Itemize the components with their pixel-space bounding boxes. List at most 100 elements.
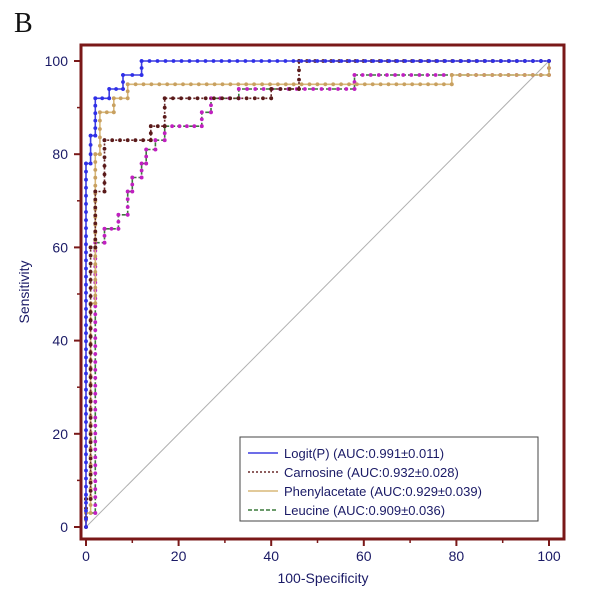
series-point-logit-p bbox=[451, 59, 455, 63]
series-point-phenylacetate bbox=[93, 301, 98, 306]
series-point-logit-p bbox=[93, 103, 98, 108]
y-axis-title: Sensitivity bbox=[16, 260, 32, 323]
series-point-carnosine bbox=[102, 146, 107, 151]
series-point-carnosine bbox=[203, 96, 208, 101]
series-point-carnosine bbox=[93, 189, 98, 194]
series-point-logit-p bbox=[84, 371, 88, 376]
y-tick-label: 100 bbox=[45, 53, 69, 69]
series-point-leucine bbox=[93, 495, 98, 499]
series-point-leucine bbox=[199, 117, 204, 122]
series-point-phenylacetate bbox=[402, 82, 407, 87]
series-point-logit-p bbox=[84, 403, 88, 408]
series-point-leucine bbox=[93, 439, 98, 444]
series-point-phenylacetate bbox=[410, 82, 415, 87]
legend-label-phenylacetate: Phenylacetate (AUC:0.929±0.039) bbox=[284, 484, 482, 499]
series-point-phenylacetate bbox=[244, 82, 249, 87]
series-point-logit-p bbox=[84, 347, 88, 352]
series-point-logit-p bbox=[84, 315, 88, 319]
y-tick-label: 40 bbox=[52, 333, 68, 349]
series-point-phenylacetate bbox=[165, 82, 170, 87]
series-point-logit-p bbox=[84, 500, 88, 505]
series-point-leucine bbox=[409, 73, 414, 77]
y-tick-label: 0 bbox=[60, 519, 68, 535]
series-point-logit-p bbox=[84, 452, 88, 457]
series-point-phenylacetate bbox=[252, 82, 256, 87]
series-point-leucine bbox=[385, 73, 389, 77]
series-point-phenylacetate bbox=[141, 82, 146, 87]
series-point-carnosine bbox=[88, 489, 93, 493]
series-point-leucine bbox=[93, 471, 98, 476]
series-point-carnosine bbox=[148, 138, 153, 143]
series-point-leucine bbox=[261, 87, 266, 91]
series-point-logit-p bbox=[139, 73, 144, 77]
series-point-leucine bbox=[352, 73, 357, 77]
series-point-logit-p bbox=[515, 59, 519, 63]
series-point-phenylacetate bbox=[506, 73, 511, 77]
series-point-carnosine bbox=[88, 367, 93, 372]
series-point-leucine bbox=[352, 80, 357, 84]
series-point-leucine bbox=[102, 233, 107, 238]
series-point-leucine bbox=[360, 73, 365, 77]
series-point-carnosine bbox=[171, 96, 175, 101]
series-point-leucine bbox=[199, 110, 204, 115]
series-point-carnosine bbox=[88, 351, 93, 355]
legend-box bbox=[239, 436, 539, 522]
series-point-phenylacetate bbox=[530, 73, 535, 77]
series-point-phenylacetate bbox=[268, 82, 272, 87]
series-point-carnosine bbox=[93, 237, 98, 242]
series-point-carnosine bbox=[252, 96, 257, 101]
series-point-logit-p bbox=[427, 59, 432, 63]
series-point-phenylacetate bbox=[386, 82, 391, 87]
series-point-carnosine bbox=[88, 480, 93, 485]
series-point-logit-p bbox=[84, 169, 88, 174]
series-point-carnosine bbox=[236, 96, 241, 101]
series-point-phenylacetate bbox=[490, 73, 495, 77]
panel-label: B bbox=[14, 8, 33, 39]
series-point-logit-p bbox=[88, 161, 93, 166]
series-point-carnosine bbox=[93, 205, 98, 210]
series-point-leucine bbox=[93, 304, 98, 309]
series-point-logit-p bbox=[163, 59, 168, 63]
series-point-carnosine bbox=[297, 77, 301, 82]
series-point-phenylacetate bbox=[418, 82, 423, 87]
series-point-logit-p bbox=[195, 59, 200, 63]
series-point-carnosine bbox=[195, 96, 200, 101]
series-point-carnosine bbox=[187, 96, 192, 101]
series-point-leucine bbox=[116, 212, 121, 217]
series-point-logit-p bbox=[139, 66, 144, 70]
series-point-leucine bbox=[93, 328, 98, 333]
series-point-leucine bbox=[144, 147, 149, 152]
series-point-logit-p bbox=[84, 468, 88, 473]
series-point-phenylacetate bbox=[236, 82, 241, 87]
series-point-logit-p bbox=[84, 193, 88, 198]
series-point-leucine bbox=[93, 312, 98, 317]
series-point-phenylacetate bbox=[307, 82, 312, 87]
series-point-logit-p bbox=[435, 59, 440, 63]
series-point-phenylacetate bbox=[125, 89, 130, 94]
series-point-leucine bbox=[93, 423, 98, 428]
series-point-carnosine bbox=[93, 213, 98, 218]
series-point-leucine bbox=[93, 320, 98, 325]
series-point-logit-p bbox=[93, 133, 98, 138]
series-point-leucine bbox=[93, 336, 98, 340]
series-point-logit-p bbox=[84, 210, 88, 214]
x-tick-label: 40 bbox=[263, 548, 279, 564]
series-point-leucine bbox=[125, 189, 130, 194]
series-point-carnosine bbox=[278, 87, 283, 91]
series-point-phenylacetate bbox=[458, 73, 462, 77]
series-point-carnosine bbox=[88, 497, 93, 501]
series-point-phenylacetate bbox=[347, 82, 351, 87]
series-point-phenylacetate bbox=[204, 82, 209, 87]
series-point-phenylacetate bbox=[315, 82, 320, 87]
series-point-phenylacetate bbox=[212, 82, 217, 87]
series-point-logit-p bbox=[84, 202, 88, 206]
series-point-phenylacetate bbox=[189, 82, 193, 87]
series-point-carnosine bbox=[88, 472, 93, 477]
series-point-phenylacetate bbox=[104, 110, 109, 115]
series-point-logit-p bbox=[84, 323, 88, 327]
series-point-logit-p bbox=[84, 250, 88, 255]
series-point-leucine bbox=[433, 73, 438, 77]
series-point-carnosine bbox=[261, 96, 265, 101]
series-point-phenylacetate bbox=[98, 118, 102, 123]
